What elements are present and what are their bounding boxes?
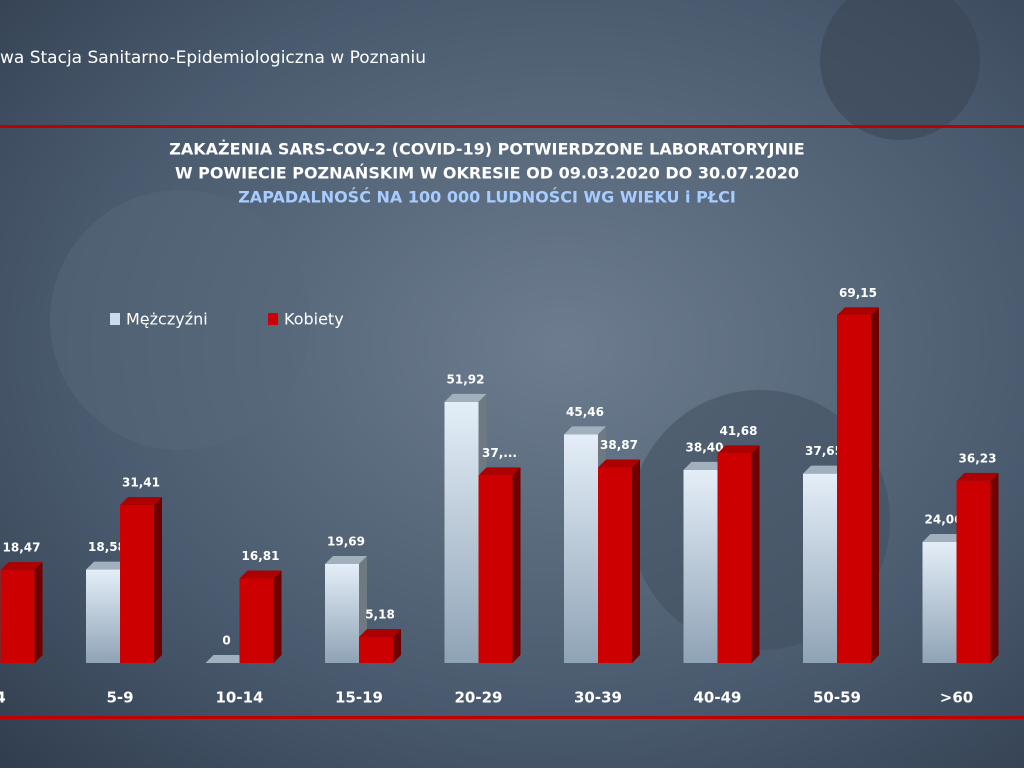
bar	[717, 445, 760, 663]
bar-top	[478, 467, 521, 476]
bar-front	[120, 505, 154, 663]
data-label: 18,47	[3, 541, 41, 555]
rule	[0, 716, 1024, 719]
bar-top	[205, 655, 248, 663]
x-tick-label: 20-29	[455, 689, 503, 707]
decoration	[50, 190, 310, 450]
bar-side	[393, 628, 401, 663]
bar-front	[922, 542, 957, 663]
legend-label: Mężczyźni	[126, 310, 208, 329]
chart-title: ZAKAŻENIA SARS-COV-2 (COVID-19) POTWIERD…	[169, 140, 804, 159]
bar	[239, 570, 282, 663]
data-label: 36,23	[959, 451, 997, 465]
bar-side	[871, 307, 879, 663]
data-label: 37,...	[482, 446, 517, 460]
bar-front	[564, 434, 598, 663]
legend-swatch	[110, 313, 120, 325]
chart-subtitle: ZAPADALNOŚĆ NA 100 000 LUDNOŚCI WG WIEKU…	[238, 188, 736, 207]
x-tick-label: 5-9	[106, 689, 133, 707]
bar	[956, 472, 999, 663]
bar-front	[956, 480, 991, 663]
bar-front	[683, 469, 718, 663]
bar-side	[990, 472, 999, 663]
x-tick-label: 4	[0, 689, 6, 707]
bar-top	[239, 570, 282, 579]
bar-front	[837, 315, 871, 663]
bar-front	[239, 578, 274, 663]
data-label: 41,68	[720, 424, 758, 438]
bar	[359, 628, 401, 663]
bar-top	[922, 534, 965, 543]
bar-top	[359, 628, 401, 637]
bar-top	[717, 445, 760, 454]
bar-side	[632, 459, 640, 663]
data-label: 0	[222, 634, 230, 648]
bar-front	[0, 570, 35, 663]
data-label: 5,18	[365, 607, 395, 621]
bar	[325, 555, 367, 663]
bar	[205, 655, 248, 663]
legend-swatch	[268, 313, 278, 325]
bar-side	[273, 570, 282, 663]
bar-side	[34, 562, 43, 663]
bar-front	[359, 636, 393, 663]
bar-front	[598, 467, 632, 663]
data-label: 38,87	[600, 438, 638, 452]
x-tick-label: >60	[940, 689, 973, 707]
bar-front	[86, 569, 120, 663]
bar	[598, 459, 640, 663]
data-label: 18,58	[88, 540, 126, 554]
data-label: 69,15	[839, 286, 877, 300]
bar-top	[444, 393, 487, 402]
bar-side	[512, 467, 521, 663]
chart-subtitle: W POWIECIE POZNAŃSKIM W OKRESIE OD 09.03…	[175, 164, 799, 183]
bar-top	[0, 562, 43, 571]
rule	[0, 125, 1024, 128]
bar-top	[325, 555, 367, 564]
bar-top	[683, 461, 726, 470]
bar-front	[444, 401, 479, 663]
data-label: 37,65	[805, 444, 843, 458]
institution: wa Stacja Sanitarno-Epidemiologiczna w P…	[0, 48, 426, 68]
x-tick-label: 40-49	[694, 689, 742, 707]
x-tick-label: 30-39	[574, 689, 622, 707]
bar	[837, 307, 879, 663]
bar-top	[598, 459, 640, 468]
bar	[120, 497, 162, 663]
x-tick-label: 15-19	[335, 689, 383, 707]
bar-side	[154, 497, 162, 663]
bar	[478, 467, 521, 663]
bar-top	[956, 472, 999, 481]
bar-front	[325, 563, 359, 663]
bar	[0, 562, 43, 663]
bar-front	[717, 453, 752, 663]
bar-top	[803, 465, 845, 474]
bar-front	[478, 475, 513, 663]
bar-top	[837, 307, 879, 316]
bar-front	[803, 473, 837, 663]
bar-side	[751, 445, 760, 663]
x-tick-label: 50-59	[813, 689, 861, 707]
bar-top	[86, 561, 128, 570]
data-label: 31,41	[122, 476, 160, 490]
decoration	[820, 0, 980, 140]
data-label: 51,92	[447, 372, 485, 386]
data-label: 24,06	[925, 513, 963, 527]
data-label: 45,46	[566, 405, 604, 419]
data-label: 16,81	[242, 549, 280, 563]
bar-top	[120, 497, 162, 506]
data-label: 38,40	[686, 440, 724, 454]
bar-top	[564, 426, 606, 435]
data-label: 19,69	[327, 534, 365, 548]
legend-label: Kobiety	[284, 310, 344, 329]
x-tick-label: 10-14	[216, 689, 264, 707]
